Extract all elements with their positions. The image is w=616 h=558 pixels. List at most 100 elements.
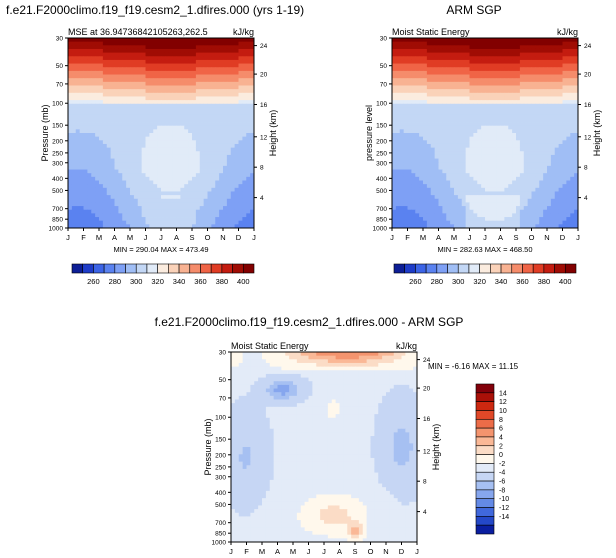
field-cell: [438, 140, 443, 145]
field-cell: [403, 191, 408, 196]
field-cell: [238, 89, 243, 94]
field-cell: [438, 180, 443, 185]
field-cell: [230, 220, 236, 225]
field-cell: [83, 176, 88, 181]
field-cell: [512, 154, 517, 159]
field-cell: [508, 165, 513, 170]
field-cell: [399, 81, 405, 86]
field-cell: [110, 107, 115, 112]
field-cell: [411, 81, 416, 86]
field-cell: [508, 198, 513, 203]
field-cell: [450, 70, 455, 75]
field-cell: [164, 48, 170, 54]
field-cell: [574, 140, 579, 145]
field-cell: [500, 187, 505, 192]
field-cell: [457, 92, 463, 97]
field-cell: [492, 70, 498, 75]
field-cell: [230, 74, 236, 79]
field-cell: [130, 224, 135, 229]
field-cell: [114, 78, 119, 83]
field-cell: [145, 180, 150, 185]
field-cell: [68, 41, 73, 46]
field-cell: [195, 217, 201, 222]
field-cell: [392, 100, 397, 105]
field-cell: [223, 147, 228, 152]
field-cell: [543, 103, 548, 108]
field-cell: [570, 103, 575, 108]
field-cell: [523, 136, 529, 141]
field-cell: [403, 209, 408, 214]
field-cell: [168, 38, 174, 43]
field-cell: [419, 202, 424, 207]
field-cell: [438, 169, 443, 174]
field-cell: [492, 103, 498, 108]
field-cell: [485, 173, 490, 178]
field-cell: [519, 48, 525, 54]
field-cell: [426, 100, 432, 105]
field-cell: [512, 180, 517, 185]
field-cell: [543, 52, 548, 57]
field-cell: [547, 173, 552, 178]
field-cell: [68, 184, 73, 189]
field-cell: [75, 173, 81, 178]
field-cell: [122, 103, 127, 108]
field-cell: [454, 81, 459, 86]
field-cell: [157, 78, 162, 83]
field-cell: [172, 89, 177, 94]
field-cell: [430, 165, 436, 170]
field-cell: [523, 165, 529, 170]
field-cell: [223, 191, 228, 196]
field-cell: [137, 198, 143, 203]
field-cell: [230, 133, 236, 138]
field-cell: [91, 70, 96, 75]
field-cell: [558, 213, 563, 218]
field-cell: [99, 85, 104, 90]
field-cell: [226, 209, 232, 214]
field-cell: [102, 154, 108, 159]
field-cell: [566, 122, 571, 127]
field-cell: [87, 158, 92, 163]
field-cell: [539, 96, 544, 101]
field-cell: [488, 217, 494, 222]
field-cell: [543, 59, 548, 64]
field-cell: [87, 59, 92, 64]
field-cell: [438, 85, 443, 90]
field-cell: [488, 122, 494, 127]
field-cell: [122, 154, 127, 159]
field-cell: [500, 158, 505, 163]
field-cell: [168, 111, 174, 116]
field-cell: [168, 165, 174, 170]
field-cell: [519, 136, 525, 141]
field-cell: [488, 78, 494, 83]
field-cell: [180, 217, 185, 222]
field-cell: [550, 165, 556, 170]
field-cell: [570, 154, 575, 159]
field-cell: [395, 96, 401, 101]
field-cell: [91, 125, 96, 130]
field-cell: [485, 122, 490, 127]
field-cell: [547, 169, 552, 174]
field-cell: [68, 89, 73, 94]
field-cell: [516, 48, 521, 54]
field-cell: [550, 133, 556, 138]
field-cell: [215, 173, 220, 178]
field-cell: [184, 67, 189, 72]
field-cell: [516, 107, 521, 112]
field-cell: [457, 191, 463, 196]
field-cell: [118, 165, 123, 170]
field-cell: [461, 180, 467, 185]
field-cell: [399, 140, 405, 145]
field-cell: [110, 103, 115, 108]
field-cell: [461, 154, 467, 159]
field-cell: [184, 165, 189, 170]
field-cell: [180, 59, 185, 64]
field-cell: [250, 118, 255, 123]
field-cell: [399, 96, 405, 101]
field-cell: [473, 217, 478, 222]
field-cell: [570, 165, 575, 170]
field-cell: [392, 220, 397, 225]
field-cell: [176, 38, 181, 43]
field-cell: [110, 74, 115, 79]
field-cell: [161, 125, 166, 130]
field-cell: [415, 147, 420, 152]
